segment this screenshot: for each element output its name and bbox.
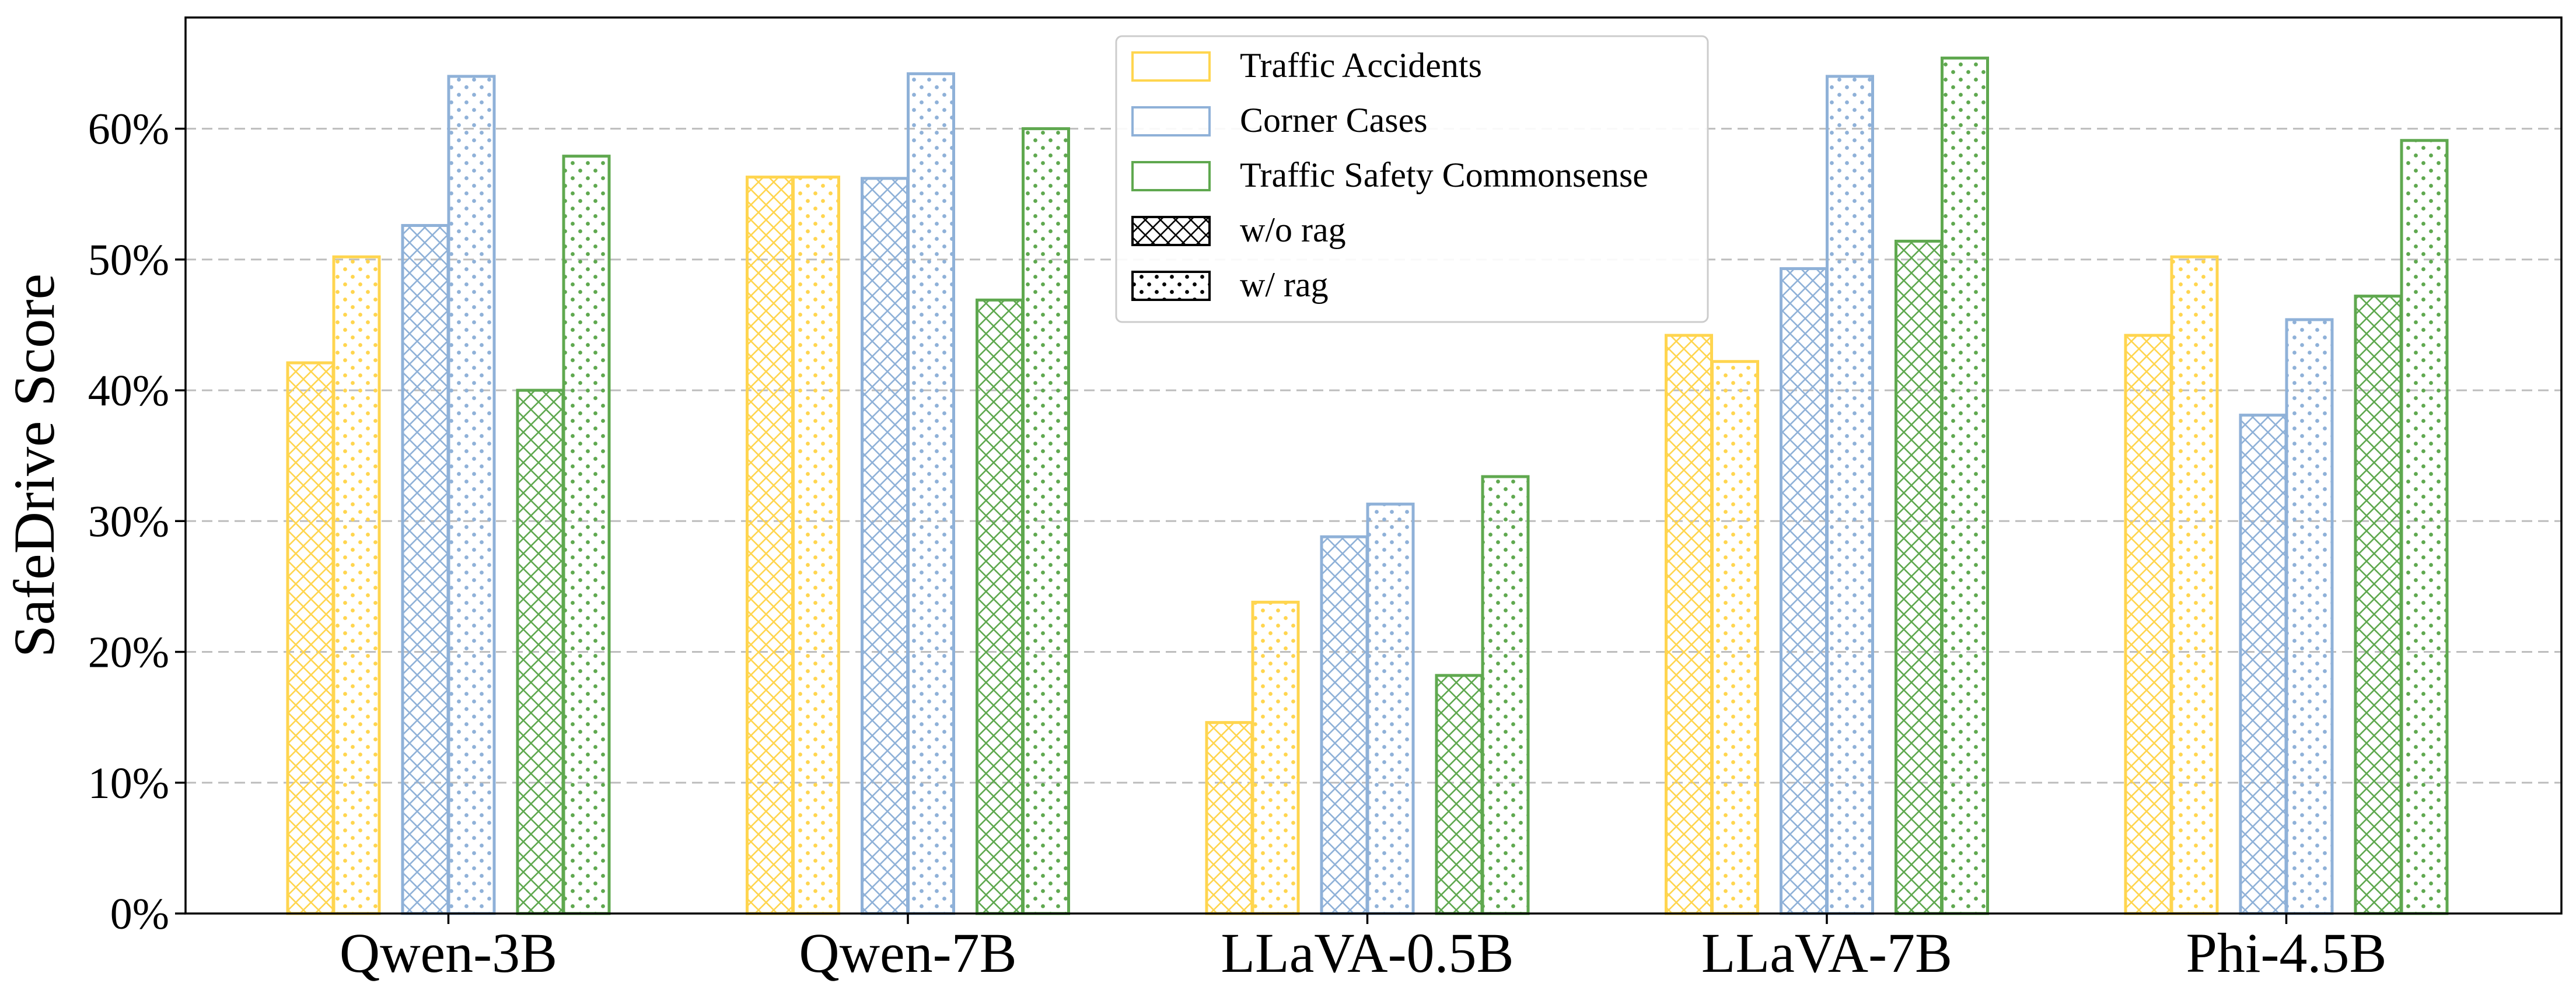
x-axis-ticks: Qwen-3B Qwen-7B LLaVA-0.5B LLaVA-7B Phi-4.5B xyxy=(340,914,2387,984)
x-tick-label: LLaVA-0.5B xyxy=(1221,922,1514,984)
bar xyxy=(861,177,909,915)
y-tick-label: 0% xyxy=(110,890,169,939)
bar xyxy=(1665,334,1713,915)
bar xyxy=(746,176,794,915)
bar xyxy=(1366,502,1415,915)
bar xyxy=(562,155,611,915)
bar xyxy=(1941,57,1989,915)
y-axis-ticks: 0% 10% 20% 30% 40% 50% 60% xyxy=(88,105,186,939)
legend-swatch xyxy=(1131,271,1211,301)
legend-label: Traffic Safety Commonsense xyxy=(1240,156,1648,194)
legend-swatch xyxy=(1131,216,1211,246)
bar xyxy=(1205,721,1254,915)
bar xyxy=(1435,674,1484,915)
legend-swatch xyxy=(1131,161,1211,191)
y-axis-label: SafeDrive Score xyxy=(2,274,67,657)
x-tick-label: Qwen-3B xyxy=(340,922,557,984)
plot-frame xyxy=(184,16,2563,915)
y-tick-label: 40% xyxy=(88,366,169,415)
bar xyxy=(401,224,450,915)
bar xyxy=(1895,239,1943,915)
bar xyxy=(1711,360,1759,915)
legend-label: w/ rag xyxy=(1240,265,1329,304)
x-tick-label: Qwen-7B xyxy=(799,922,1016,984)
legend-box xyxy=(1115,35,1709,323)
y-tick-label: 30% xyxy=(88,497,169,546)
bar xyxy=(1780,267,1828,915)
legend-label: w/o rag xyxy=(1240,211,1346,249)
bar xyxy=(2285,318,2334,915)
bar xyxy=(447,75,496,915)
legend-swatch xyxy=(1131,51,1211,82)
bar xyxy=(2124,334,2173,915)
bar xyxy=(2239,414,2288,915)
legend-label: Corner Cases xyxy=(1240,101,1428,139)
bar xyxy=(2170,255,2219,915)
bar xyxy=(976,298,1024,915)
y-tick-label: 10% xyxy=(88,759,169,808)
bar xyxy=(907,72,955,915)
bar xyxy=(1826,75,1874,915)
bar xyxy=(792,176,840,915)
bar xyxy=(1481,475,1530,915)
x-tick-label: LLaVA-7B xyxy=(1701,922,1952,984)
bar xyxy=(2400,139,2449,915)
bar xyxy=(1320,535,1369,915)
legend-label: Traffic Accidents xyxy=(1240,46,1482,85)
y-tick-label: 20% xyxy=(88,628,169,677)
bars xyxy=(286,57,2449,915)
bar xyxy=(2354,295,2403,915)
y-tick-label: 60% xyxy=(88,105,169,154)
bar xyxy=(332,255,381,915)
y-tick-label: 50% xyxy=(88,236,169,285)
bar xyxy=(516,388,565,915)
legend: Traffic Accidents Corner Cases Traffic Saf… xyxy=(1115,35,1709,323)
x-tick-label: Phi-4.5B xyxy=(2186,922,2386,984)
bar xyxy=(286,361,335,915)
legend-swatch xyxy=(1131,106,1211,136)
bar xyxy=(1251,600,1300,915)
bar xyxy=(1022,127,1070,915)
